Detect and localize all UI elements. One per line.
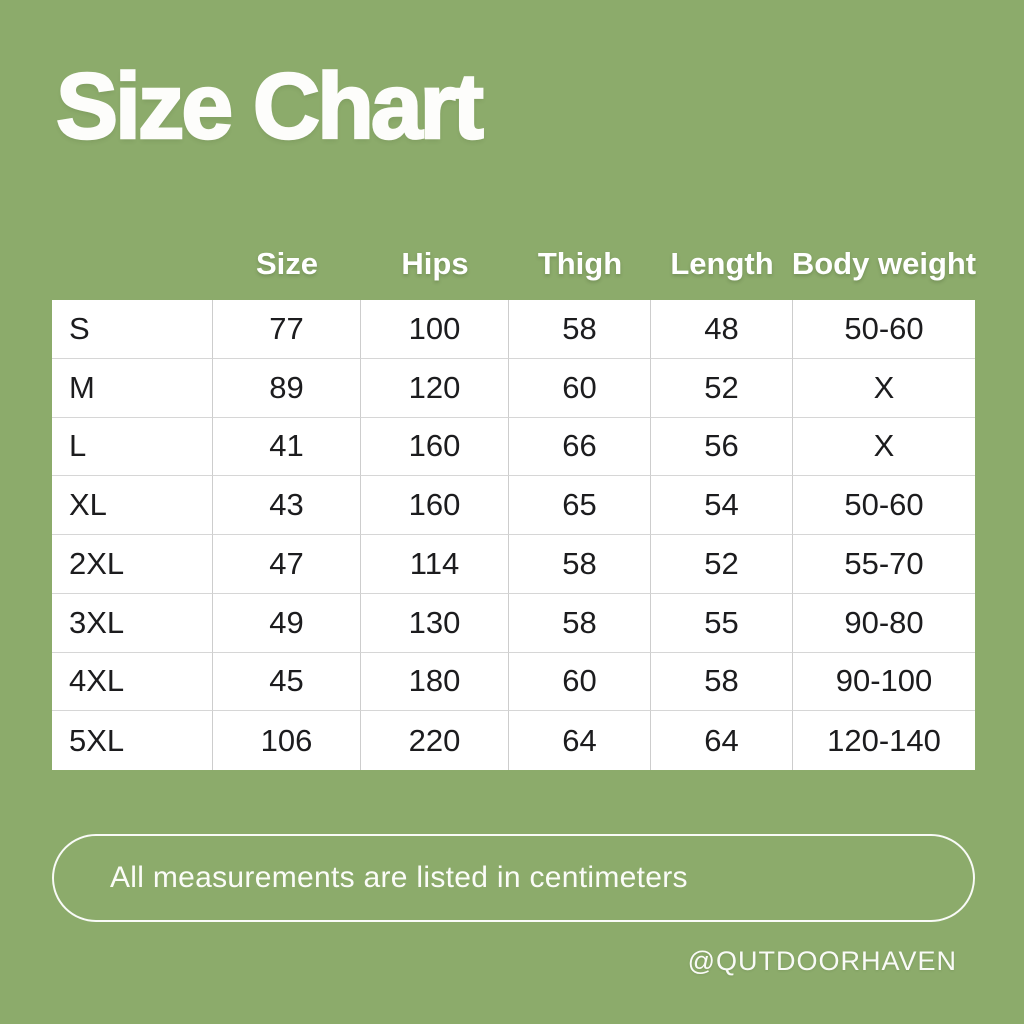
- value-cell: 90-80: [793, 593, 975, 653]
- measurement-note-pill: All measurements are listed in centimete…: [52, 834, 975, 922]
- table-row: M 89 120 60 52 X: [52, 358, 975, 418]
- value-cell: 60: [509, 358, 651, 418]
- value-cell: X: [793, 417, 975, 477]
- value-cell: 100: [361, 300, 509, 359]
- value-cell: 89: [213, 358, 361, 418]
- value-cell: 52: [651, 535, 793, 594]
- value-cell: 52: [651, 358, 793, 418]
- size-label-cell: S: [52, 300, 213, 359]
- value-cell: 90-100: [793, 652, 975, 712]
- table-header-row: Size Hips Thigh Length Body weight: [52, 238, 977, 290]
- table-header-body-weight: Body weight: [791, 246, 977, 281]
- table-header-size: Size: [255, 246, 319, 281]
- size-label-cell: XL: [52, 476, 213, 535]
- value-cell: 50-60: [793, 476, 975, 535]
- size-label-cell: 4XL: [52, 652, 213, 712]
- value-cell: 114: [361, 535, 509, 594]
- value-cell: 64: [509, 711, 651, 770]
- value-cell: 160: [361, 476, 509, 535]
- value-cell: 58: [651, 652, 793, 712]
- value-cell: 56: [651, 417, 793, 477]
- value-cell: 50-60: [793, 300, 975, 359]
- size-table: S 77 100 58 48 50-60 M 89 120 60 52 X L 41 160 66 56 X XL 4…: [52, 300, 975, 770]
- value-cell: 48: [651, 300, 793, 359]
- size-label-cell: 5XL: [52, 711, 213, 770]
- size-label-cell: 3XL: [52, 593, 213, 653]
- value-cell: 47: [213, 535, 361, 594]
- table-row: S 77 100 58 48 50-60: [52, 300, 975, 359]
- value-cell: 106: [213, 711, 361, 770]
- value-cell: 60: [509, 652, 651, 712]
- value-cell: 41: [213, 417, 361, 477]
- value-cell: 65: [509, 476, 651, 535]
- table-header-hips: Hips: [401, 246, 469, 281]
- value-cell: 58: [509, 593, 651, 653]
- value-cell: 66: [509, 417, 651, 477]
- value-cell: 220: [361, 711, 509, 770]
- table-header-thigh: Thigh: [537, 246, 623, 281]
- value-cell: 77: [213, 300, 361, 359]
- value-cell: 130: [361, 593, 509, 653]
- value-cell: 58: [509, 535, 651, 594]
- value-cell: 43: [213, 476, 361, 535]
- value-cell: 120-140: [793, 711, 975, 770]
- size-label-cell: M: [52, 358, 213, 418]
- table-row: L 41 160 66 56 X: [52, 417, 975, 477]
- value-cell: 58: [509, 300, 651, 359]
- value-cell: 54: [651, 476, 793, 535]
- table-header-length: Length: [670, 246, 774, 281]
- table-row: 4XL 45 180 60 58 90-100: [52, 652, 975, 712]
- value-cell: 180: [361, 652, 509, 712]
- value-cell: 160: [361, 417, 509, 477]
- table-row: XL 43 160 65 54 50-60: [52, 476, 975, 535]
- table-header-empty: [52, 238, 213, 290]
- table-row: 2XL 47 114 58 52 55-70: [52, 535, 975, 594]
- table-row: 5XL 106 220 64 64 120-140: [52, 711, 975, 770]
- value-cell: X: [793, 358, 975, 418]
- value-cell: 49: [213, 593, 361, 653]
- size-label-cell: 2XL: [52, 535, 213, 594]
- value-cell: 55: [651, 593, 793, 653]
- table-row: 3XL 49 130 58 55 90-80: [52, 593, 975, 653]
- brand-handle: @QUTDOORHAVEN: [687, 946, 957, 976]
- value-cell: 120: [361, 358, 509, 418]
- value-cell: 64: [651, 711, 793, 770]
- page-title: Size Chart: [55, 54, 485, 158]
- value-cell: 45: [213, 652, 361, 712]
- size-label-cell: L: [52, 417, 213, 477]
- measurement-note-text: All measurements are listed in centimete…: [110, 861, 688, 894]
- value-cell: 55-70: [793, 535, 975, 594]
